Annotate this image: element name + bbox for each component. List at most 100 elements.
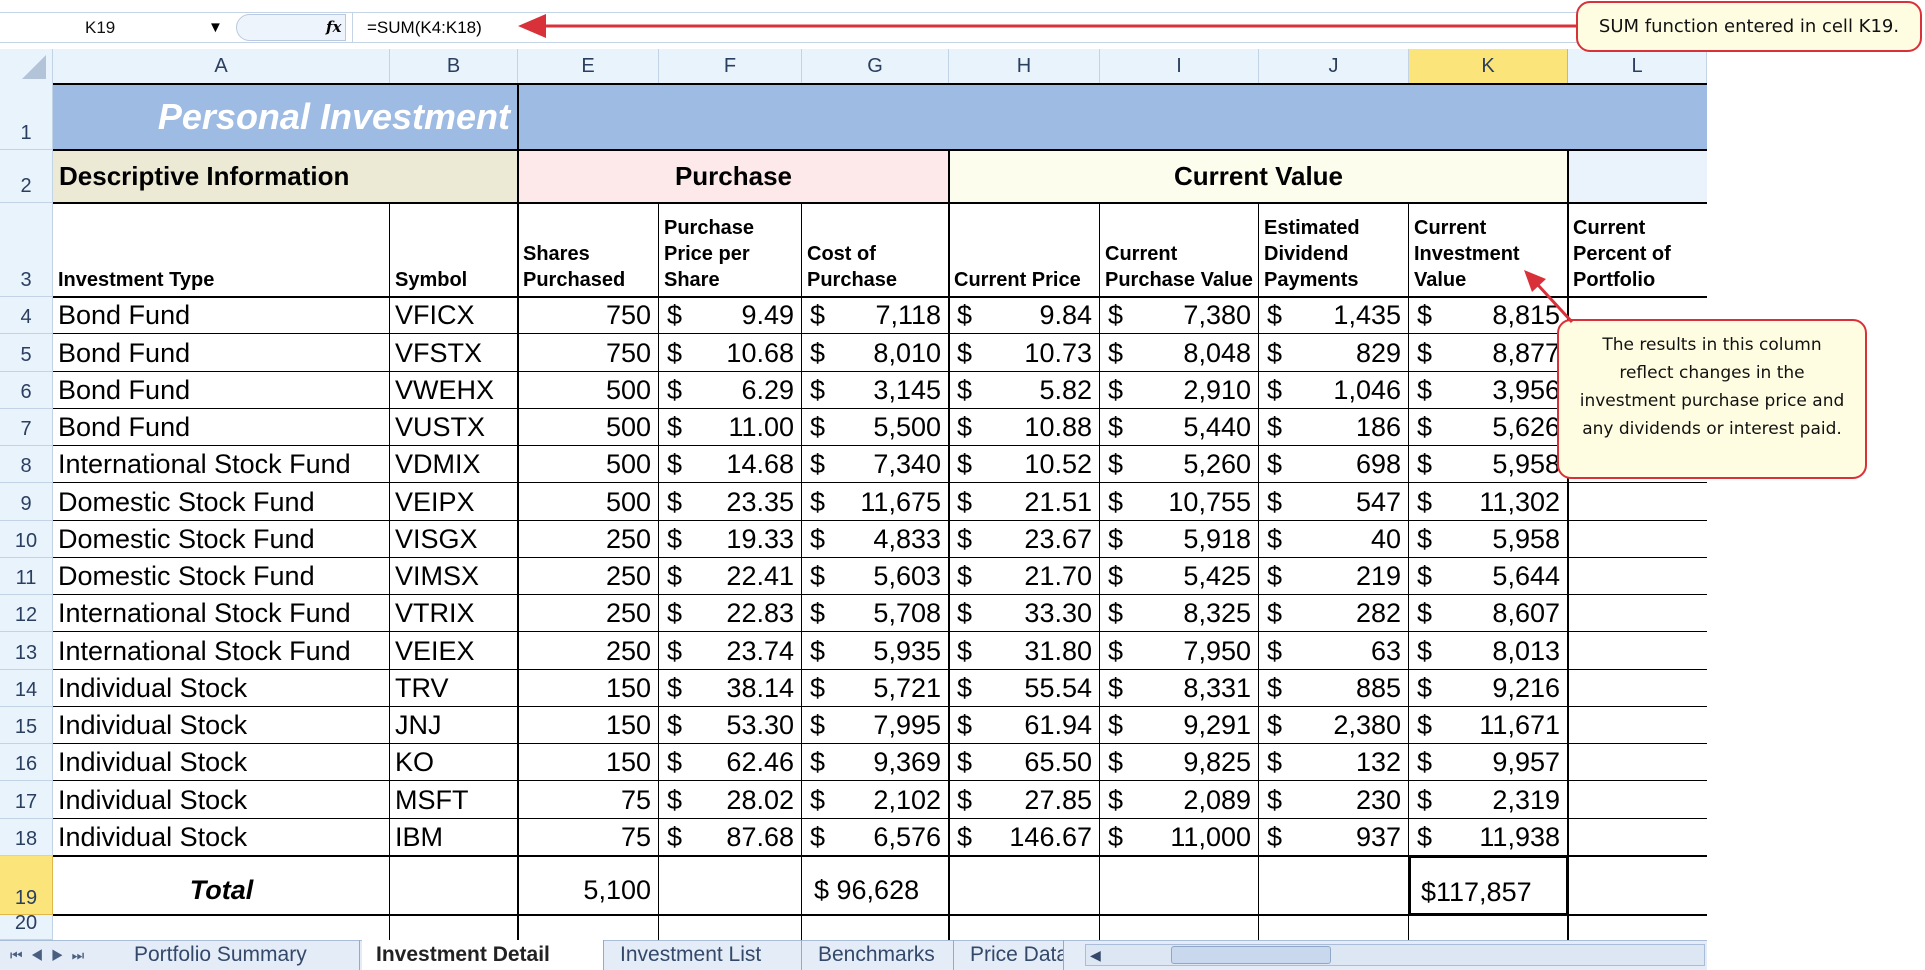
shares-cell[interactable]: 150 (605, 710, 651, 740)
symbol-cell[interactable]: VEIEX (395, 636, 475, 666)
column-header-a[interactable]: A (53, 49, 390, 84)
currency-cell[interactable]: $55.54 (949, 670, 1100, 707)
symbol-cell[interactable]: VWEHX (395, 375, 495, 405)
column-header-f[interactable]: F (659, 49, 802, 84)
horizontal-scrollbar[interactable]: ◀ (1085, 944, 1705, 966)
currency-cell[interactable]: $5,918 (1100, 521, 1259, 558)
currency-cell[interactable]: $5,626 (1409, 409, 1568, 446)
currency-cell[interactable]: $230 (1259, 781, 1409, 819)
row-header-10[interactable]: 10 (0, 521, 53, 558)
row-header-19[interactable]: 19 (0, 856, 53, 915)
symbol-cell[interactable]: VIMSX (395, 561, 480, 591)
currency-cell[interactable]: $829 (1259, 334, 1409, 372)
currency-cell[interactable]: $11,302 (1409, 483, 1568, 521)
shares-cell[interactable]: 250 (605, 561, 651, 591)
sheet-tab-benchmarks[interactable]: Benchmarks (804, 940, 954, 970)
row-header-16[interactable]: 16 (0, 744, 53, 781)
column-header-i[interactable]: I (1100, 49, 1259, 84)
investment-type-cell[interactable]: Domestic Stock Fund (58, 487, 315, 517)
investment-type-cell[interactable]: Individual Stock (58, 710, 248, 740)
currency-cell[interactable]: $9,957 (1409, 744, 1568, 781)
formula-input[interactable]: =SUM(K4:K18) (352, 12, 482, 43)
investment-type-cell[interactable]: Individual Stock (58, 673, 248, 703)
currency-cell[interactable]: $547 (1259, 483, 1409, 521)
currency-cell[interactable]: $9,369 (802, 744, 949, 781)
shares-cell[interactable]: 250 (605, 524, 651, 554)
symbol-cell[interactable]: VUSTX (395, 412, 486, 442)
investment-type-cell[interactable]: Bond Fund (58, 338, 191, 368)
select-all-button[interactable] (0, 49, 53, 84)
shares-cell[interactable]: 250 (605, 598, 651, 628)
currency-cell[interactable]: $28.02 (659, 781, 802, 819)
symbol-cell[interactable]: MSFT (395, 785, 469, 815)
currency-cell[interactable]: $5,500 (802, 409, 949, 446)
currency-cell[interactable]: $8,877 (1409, 334, 1568, 372)
investment-type-cell[interactable]: International Stock Fund (58, 636, 351, 666)
currency-cell[interactable]: $5,644 (1409, 558, 1568, 595)
symbol-cell[interactable]: IBM (395, 822, 444, 852)
currency-cell[interactable]: $11,671 (1409, 707, 1568, 744)
currency-cell[interactable]: $11.00 (659, 409, 802, 446)
currency-cell[interactable]: $31.80 (949, 632, 1100, 670)
currency-cell[interactable]: $9,291 (1100, 707, 1259, 744)
shares-cell[interactable]: 150 (605, 747, 651, 777)
total-cost[interactable]: $ 96,628 (814, 875, 920, 905)
sheet-tab-investment-detail[interactable]: Investment Detail (362, 940, 604, 970)
symbol-cell[interactable]: VEIPX (395, 487, 475, 517)
currency-cell[interactable]: $65.50 (949, 744, 1100, 781)
row-header-13[interactable]: 13 (0, 632, 53, 670)
currency-cell[interactable]: $6.29 (659, 372, 802, 409)
sheet-tab-investment-list[interactable]: Investment List (606, 940, 802, 970)
currency-cell[interactable]: $21.70 (949, 558, 1100, 595)
total-investment-value-selected-cell[interactable]: $117,857 (1409, 856, 1568, 915)
row-header-1[interactable]: 1 (0, 84, 53, 150)
currency-cell[interactable]: $5,425 (1100, 558, 1259, 595)
symbol-cell[interactable]: JNJ (395, 710, 442, 740)
currency-cell[interactable]: $21.51 (949, 483, 1100, 521)
currency-cell[interactable]: $5,440 (1100, 409, 1259, 446)
currency-cell[interactable]: $62.46 (659, 744, 802, 781)
sheet-tab-price-data[interactable]: Price Data (956, 940, 1064, 970)
currency-cell[interactable]: $33.30 (949, 595, 1100, 632)
investment-type-cell[interactable]: Domestic Stock Fund (58, 561, 315, 591)
currency-cell[interactable]: $19.33 (659, 521, 802, 558)
column-header-h[interactable]: H (949, 49, 1100, 84)
currency-cell[interactable]: $11,938 (1409, 819, 1568, 856)
chevron-down-icon[interactable]: ▼ (208, 19, 223, 36)
shares-cell[interactable]: 500 (605, 449, 651, 479)
currency-cell[interactable]: $9,825 (1100, 744, 1259, 781)
currency-cell[interactable]: $8,013 (1409, 632, 1568, 670)
shares-cell[interactable]: 500 (605, 487, 651, 517)
investment-type-cell[interactable]: Individual Stock (58, 785, 248, 815)
currency-cell[interactable]: $5,935 (802, 632, 949, 670)
column-header-e[interactable]: E (518, 49, 659, 84)
currency-cell[interactable]: $23.74 (659, 632, 802, 670)
currency-cell[interactable]: $7,950 (1100, 632, 1259, 670)
currency-cell[interactable]: $10.88 (949, 409, 1100, 446)
shares-cell[interactable]: 750 (605, 300, 651, 330)
shares-cell[interactable]: 500 (605, 375, 651, 405)
currency-cell[interactable]: $132 (1259, 744, 1409, 781)
currency-cell[interactable]: $87.68 (659, 819, 802, 856)
currency-cell[interactable]: $63 (1259, 632, 1409, 670)
row-header-9[interactable]: 9 (0, 483, 53, 521)
total-shares[interactable]: 5,100 (583, 875, 651, 905)
currency-cell[interactable]: $8,048 (1100, 334, 1259, 372)
row-header-7[interactable]: 7 (0, 409, 53, 446)
currency-cell[interactable]: $2,380 (1259, 707, 1409, 744)
symbol-cell[interactable]: KO (395, 747, 435, 777)
row-header-3[interactable]: 3 (0, 203, 53, 297)
currency-cell[interactable]: $2,089 (1100, 781, 1259, 819)
shares-cell[interactable]: 750 (605, 338, 651, 368)
currency-cell[interactable]: $5,260 (1100, 446, 1259, 483)
scrollbar-thumb[interactable] (1171, 946, 1331, 964)
investment-type-cell[interactable]: Domestic Stock Fund (58, 524, 315, 554)
currency-cell[interactable]: $282 (1259, 595, 1409, 632)
currency-cell[interactable]: $2,319 (1409, 781, 1568, 819)
row-header-15[interactable]: 15 (0, 707, 53, 744)
scroll-left-icon[interactable]: ◀ (1090, 947, 1101, 963)
row-header-17[interactable]: 17 (0, 781, 53, 819)
shares-cell[interactable]: 250 (605, 636, 651, 666)
symbol-cell[interactable]: VDMIX (395, 449, 481, 479)
currency-cell[interactable]: $14.68 (659, 446, 802, 483)
